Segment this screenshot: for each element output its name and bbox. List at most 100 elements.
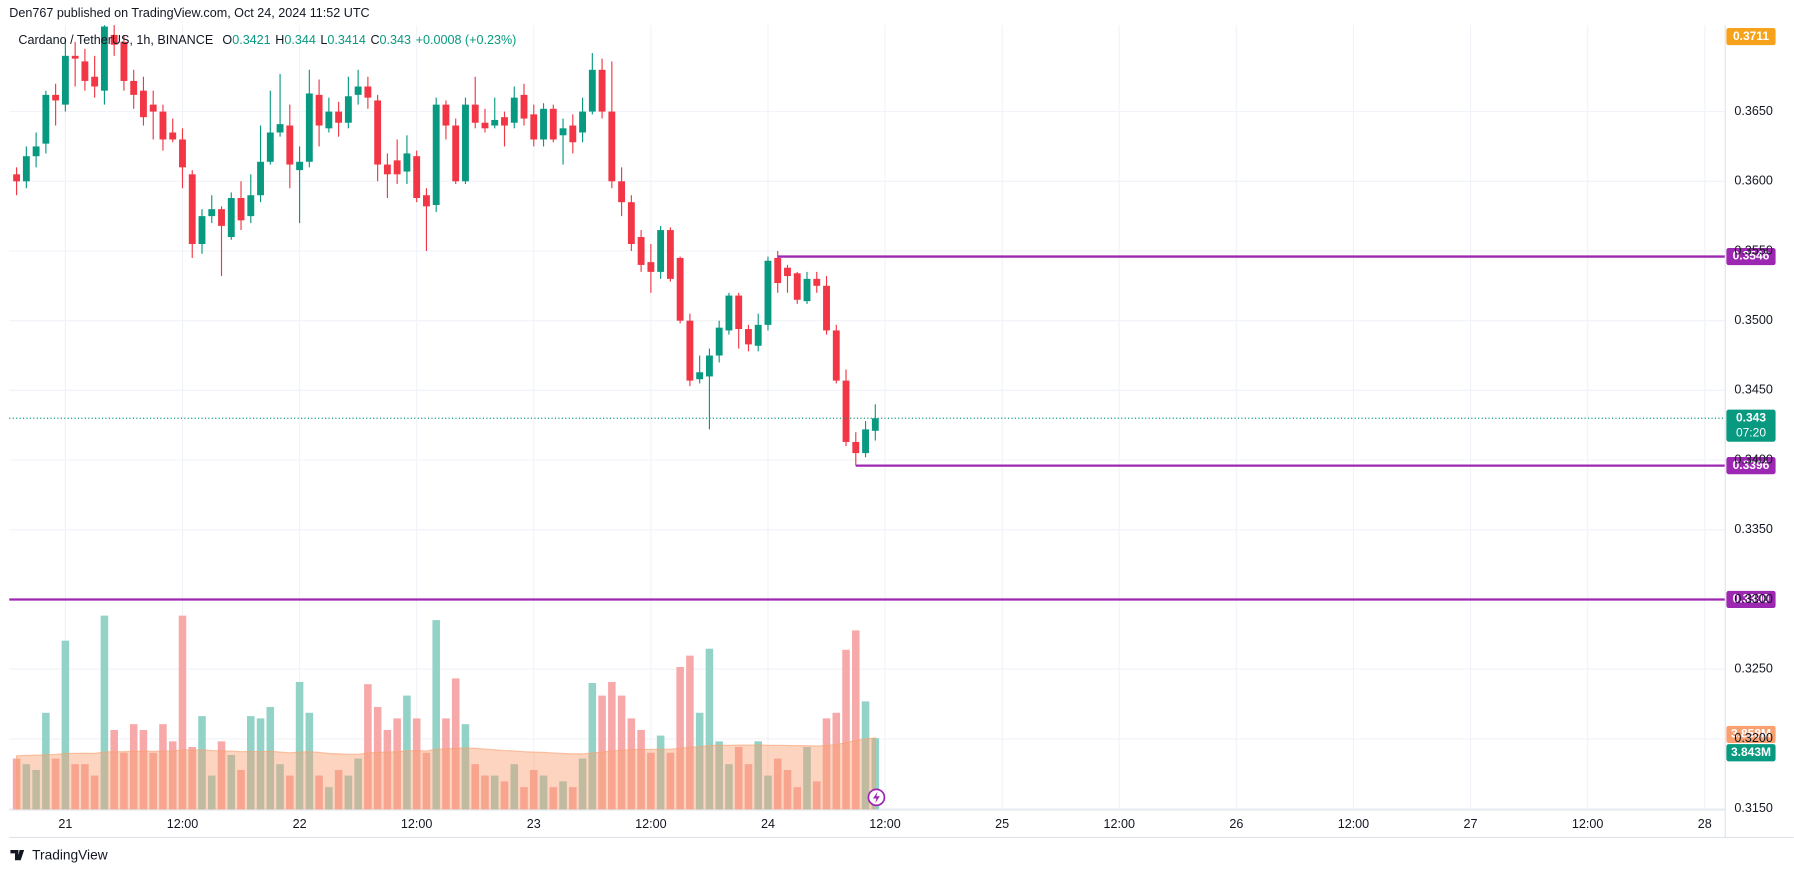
candle-body <box>501 117 508 126</box>
volume-bar <box>110 729 118 810</box>
volume-bar <box>461 724 470 810</box>
candle-body <box>344 96 352 123</box>
candle-body <box>588 69 596 112</box>
x-tick-label: 22 <box>293 817 307 831</box>
volume-bar <box>81 764 89 810</box>
x-tick-label: 12:00 <box>167 817 198 831</box>
candle-body <box>579 111 586 133</box>
x-tick-label: 25 <box>995 817 1009 831</box>
volume-bar <box>71 764 79 810</box>
volume-bar <box>334 769 343 810</box>
candle-body <box>637 237 645 265</box>
candle-body <box>774 257 782 284</box>
candle-body <box>618 181 626 203</box>
volume-bar <box>656 735 665 810</box>
candle-body <box>335 111 343 123</box>
candle-body <box>52 94 60 101</box>
volume-bar <box>90 775 99 810</box>
volume-bar <box>822 718 831 810</box>
candle-body <box>81 61 89 81</box>
volume-bar <box>549 787 558 810</box>
volume-bar <box>403 695 411 810</box>
volume-bar <box>412 718 421 810</box>
candle-body <box>657 230 665 272</box>
axes: 0.3150 0.3200 0.3250 0.3300 0.3350 0.3400 0.34… <box>58 104 1772 831</box>
candle-body <box>569 125 577 143</box>
volume-label-bg <box>1726 744 1776 762</box>
level-label-bg <box>1726 590 1776 609</box>
volume-bar <box>393 718 401 810</box>
candle-body <box>42 94 50 144</box>
candle-body <box>140 90 147 118</box>
legend-change: +0.0008 (+0.23%) <box>416 34 517 48</box>
volume-bar <box>637 729 645 810</box>
volume-bar <box>764 775 772 810</box>
volume-bar <box>588 683 597 810</box>
volume-label: 3.843M <box>1731 745 1771 759</box>
candle-body <box>442 104 450 126</box>
candle-body <box>423 195 430 207</box>
volume-bar <box>754 741 762 810</box>
candle-body <box>481 122 489 129</box>
grid <box>9 25 1726 810</box>
legend-value: 0.3421 <box>232 34 270 48</box>
x-tick-label: 21 <box>58 817 72 831</box>
y-tick-label: 0.3350 <box>1734 522 1772 536</box>
candle-body <box>22 156 30 182</box>
volume-bar <box>861 701 870 810</box>
candle-body <box>666 230 674 279</box>
volume-bar <box>373 706 382 810</box>
volume-bar <box>315 775 323 810</box>
volume-pane <box>12 615 880 811</box>
volume-ma-label: 3.858M <box>1731 727 1771 741</box>
candle-body <box>237 198 245 221</box>
candle-body <box>32 146 40 157</box>
candle-body <box>735 295 743 330</box>
candle-body <box>510 97 518 123</box>
legend: Cardano / TetherUS, 1h, BINANCE O0.3421 H0… <box>18 34 516 48</box>
y-tick-label: 0.3550 <box>1734 243 1772 257</box>
candle-body <box>159 111 167 140</box>
volume-bar <box>578 758 587 810</box>
countdown: 07:20 <box>1736 425 1766 439</box>
volume-bar <box>32 769 40 810</box>
volume-bar <box>451 678 460 810</box>
volume-bar <box>744 764 753 810</box>
volume-bar <box>217 741 226 810</box>
candle-body <box>325 111 333 129</box>
volume-bar <box>422 752 431 810</box>
x-tick-label: 28 <box>1698 817 1712 831</box>
volume-bar <box>569 787 577 810</box>
volume-bar <box>256 718 265 810</box>
volume-bar <box>344 775 353 810</box>
candle-body <box>686 320 694 381</box>
volume-bar <box>715 741 723 810</box>
volume-bar <box>520 787 528 810</box>
candle-body <box>491 119 499 126</box>
candle-body <box>364 86 372 98</box>
candle-body <box>696 372 704 380</box>
legend-value: 0.344 <box>284 34 315 48</box>
y-tick-label: 0.3600 <box>1734 174 1772 188</box>
candle-body <box>413 156 421 199</box>
volume-bar <box>725 764 733 810</box>
candle-body <box>374 100 382 165</box>
volume-bar <box>51 758 60 810</box>
candle-body <box>13 174 21 182</box>
candle-body <box>803 278 811 302</box>
x-tick-label: 27 <box>1464 817 1478 831</box>
volume-bar <box>325 787 333 810</box>
volume-ma-label-bg <box>1726 725 1776 744</box>
high-marker-label: 0.3711 <box>1733 29 1769 43</box>
brand-logo <box>10 849 25 861</box>
candle-body <box>179 139 186 168</box>
volume-bar <box>695 712 704 810</box>
volume-bar <box>500 781 509 810</box>
candle-body <box>852 441 860 454</box>
candle-body <box>393 160 401 175</box>
volume-bar <box>471 764 479 810</box>
candle-body <box>725 295 733 331</box>
candle-body <box>198 216 206 245</box>
volume-bar <box>159 724 167 810</box>
volume-bar <box>803 746 811 810</box>
